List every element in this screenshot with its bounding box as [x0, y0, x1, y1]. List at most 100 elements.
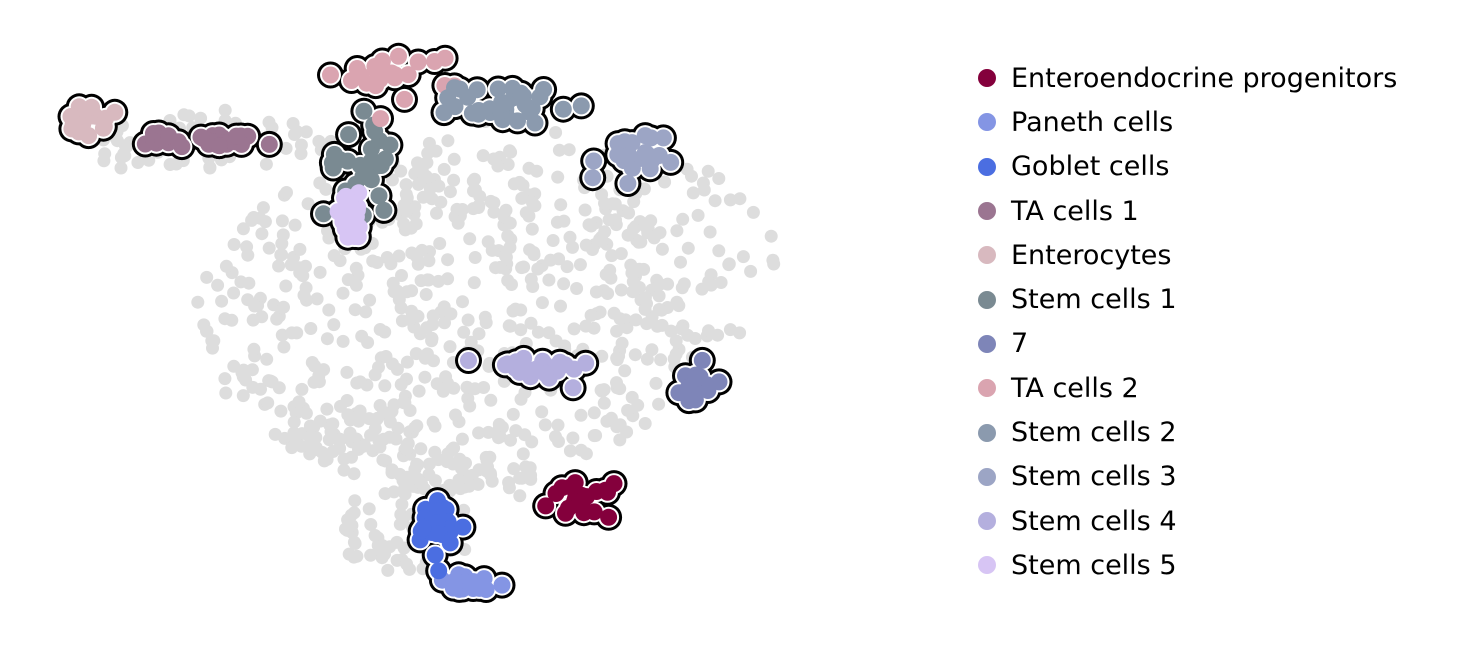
background-point — [270, 312, 284, 326]
background-point — [414, 442, 428, 456]
background-point — [471, 477, 485, 491]
background-point — [267, 298, 281, 312]
data-point — [638, 145, 656, 163]
background-point — [200, 324, 213, 338]
background-point — [524, 316, 538, 330]
background-point — [259, 157, 273, 171]
background-point — [276, 228, 290, 242]
background-point — [702, 324, 715, 338]
background-point — [627, 195, 641, 209]
background-point — [303, 431, 317, 445]
background-point — [493, 260, 507, 274]
background-point — [241, 248, 255, 262]
background-point — [584, 308, 598, 322]
legend-marker — [978, 202, 996, 221]
background-point — [456, 295, 469, 309]
background-point — [485, 243, 499, 257]
background-point — [567, 322, 581, 336]
background-point — [686, 186, 700, 200]
legend-item: Enteroendocrine progenitors — [978, 56, 1468, 100]
background-point — [453, 482, 467, 496]
background-point — [312, 375, 326, 389]
data-point — [454, 518, 472, 536]
background-point — [242, 276, 256, 290]
background-point — [399, 178, 413, 192]
background-point — [484, 468, 498, 482]
background-point — [447, 381, 461, 395]
background-point — [349, 261, 363, 275]
background-point — [676, 212, 690, 226]
legend-label: Enterocytes — [1011, 239, 1172, 271]
background-point — [373, 440, 387, 454]
background-point — [415, 243, 429, 257]
background-point — [236, 389, 250, 403]
background-point — [436, 384, 450, 398]
background-point — [605, 249, 619, 263]
background-point — [218, 372, 232, 386]
data-point — [710, 373, 728, 391]
background-point — [256, 201, 270, 215]
background-point — [114, 161, 128, 175]
legend-marker — [978, 246, 996, 265]
background-point — [766, 253, 780, 267]
background-point — [287, 415, 301, 429]
data-point — [495, 95, 513, 113]
data-point — [641, 160, 659, 178]
data-point — [585, 152, 603, 170]
data-point — [566, 474, 584, 492]
background-point — [395, 497, 409, 511]
data-point — [509, 112, 526, 130]
background-point — [411, 309, 425, 323]
background-point — [519, 206, 533, 220]
background-point — [370, 256, 384, 269]
data-point — [399, 66, 417, 84]
background-point — [317, 363, 331, 377]
data-point — [451, 80, 469, 98]
background-point — [530, 164, 544, 178]
background-point — [744, 264, 758, 278]
background-point — [459, 456, 472, 470]
background-point — [378, 379, 392, 393]
background-point — [589, 285, 603, 299]
background-point — [418, 351, 432, 365]
background-point — [733, 192, 747, 206]
background-point — [280, 186, 293, 199]
data-point — [371, 71, 389, 88]
data-point — [83, 98, 101, 116]
legend-item: Paneth cells — [978, 100, 1468, 144]
background-point — [631, 398, 645, 412]
background-point — [434, 195, 448, 209]
legend-marker — [978, 113, 996, 132]
data-point — [430, 562, 448, 580]
background-point — [390, 535, 404, 549]
background-point — [227, 238, 241, 251]
background-point — [304, 322, 318, 335]
background-point — [764, 229, 778, 243]
legend-marker — [978, 423, 996, 442]
background-point — [400, 557, 414, 571]
data-point — [588, 483, 605, 500]
legend-item: Stem cells 3 — [978, 455, 1468, 499]
background-point — [419, 288, 433, 301]
data-point — [386, 66, 404, 84]
data-point — [95, 118, 113, 135]
background-point — [525, 222, 539, 236]
background-point — [275, 214, 289, 228]
data-point — [409, 53, 427, 71]
background-point — [542, 273, 556, 287]
background-point — [262, 115, 276, 129]
background-point — [347, 550, 361, 564]
legend-label: Stem cells 4 — [1011, 505, 1177, 537]
background-point — [394, 378, 408, 391]
background-point — [241, 293, 255, 307]
background-point — [551, 418, 565, 432]
background-point — [733, 326, 747, 340]
background-point — [658, 175, 672, 189]
background-point — [608, 197, 622, 211]
data-point — [192, 128, 210, 146]
background-point — [506, 407, 520, 421]
legend-marker — [978, 556, 996, 575]
background-point — [535, 296, 549, 310]
background-point — [428, 474, 442, 488]
background-point — [236, 222, 250, 236]
